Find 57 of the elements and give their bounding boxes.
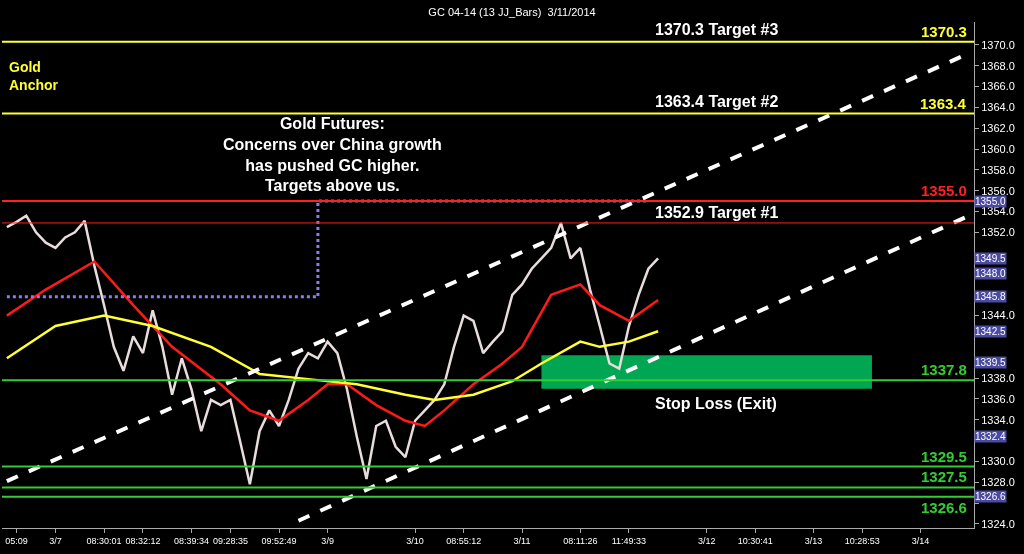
x-tick-label: 05:09 [5,535,28,546]
x-tick-label: 08:30:01 [86,535,122,546]
x-tick-label: 3/7 [49,535,62,546]
annotation: 1349.5 [975,253,1007,264]
x-tick-label: 3/10 [406,535,424,546]
x-tick-label: 3/13 [804,535,823,546]
annotation: 1348.0 [975,268,1007,279]
x-tick-label: 09:52:49 [261,535,297,546]
x-tick-label: 08:55:12 [446,535,482,546]
annotation: 1345.8 [975,291,1007,302]
x-tick-label: 3/9 [321,535,334,546]
y-tick-label: 1328.0 [981,476,1015,489]
annotation: 1370.3 Target #3 [655,21,779,38]
x-tick-label: 09:28:35 [212,535,248,546]
annotation: Stop Loss (Exit) [655,395,777,412]
y-tick-label: 1368.0 [981,59,1015,72]
x-tick-label: 3/14 [911,535,930,546]
annotation: 1363.4 Target #2 [655,93,779,110]
annotation: 1355.0 [975,196,1007,207]
annotation: 1326.6 [975,491,1007,502]
chart-title: GC 04-14 (13 JJ_Bars) 3/11/2014 [428,6,596,19]
annotation: Gold Anchor [9,59,59,94]
x-tick-label: 10:28:53 [844,535,880,546]
y-tick-label: 1366.0 [981,80,1015,93]
ref-line-label: 1337.8 [921,361,967,378]
annotation: Gold Futures: Concerns over China growth has pushed GC higher. Targets above us. [223,115,442,195]
ref-line-label: 1370.3 [921,23,967,40]
y-tick-label: 1330.0 [981,455,1015,468]
x-tick-label: 11:49:33 [611,535,647,546]
y-tick-label: 1360.0 [981,142,1015,155]
ref-line-label: 1329.5 [921,448,967,465]
ref-line-label: 1355.0 [921,182,967,199]
ref-line-label: 1363.4 [920,95,967,112]
y-tick-label: 1352.0 [981,226,1015,239]
y-tick-label: 1370.0 [981,38,1015,51]
ref-line-label: 1326.6 [921,499,967,516]
y-tick-label: 1362.0 [981,122,1015,135]
y-tick-label: 1356.0 [981,184,1015,197]
annotation: 1352.9 Target #1 [655,204,779,221]
y-tick-label: 1358.0 [981,163,1015,176]
y-tick-label: 1344.0 [981,309,1015,322]
annotation: 1332.4 [975,431,1007,442]
annotation: 1342.5 [975,326,1007,337]
x-tick-label: 10:30:41 [737,535,773,546]
y-tick-label: 1354.0 [981,205,1015,218]
y-tick-label: 1336.0 [981,392,1015,405]
x-tick-label: 3/12 [697,535,716,546]
y-tick-label: 1364.0 [981,101,1015,114]
annotation: 1339.5 [975,357,1007,368]
y-tick-label: 1324.0 [981,517,1015,530]
y-tick-label: 1338.0 [981,371,1015,384]
x-tick-label: 3/11 [513,535,531,546]
x-tick-label: 08:32:12 [125,535,161,546]
ref-line-label: 1327.5 [921,468,967,485]
x-tick-label: 08:39:34 [174,535,210,546]
y-tick-label: 1334.0 [981,413,1015,426]
x-tick-label: 08:11:26 [563,535,598,546]
